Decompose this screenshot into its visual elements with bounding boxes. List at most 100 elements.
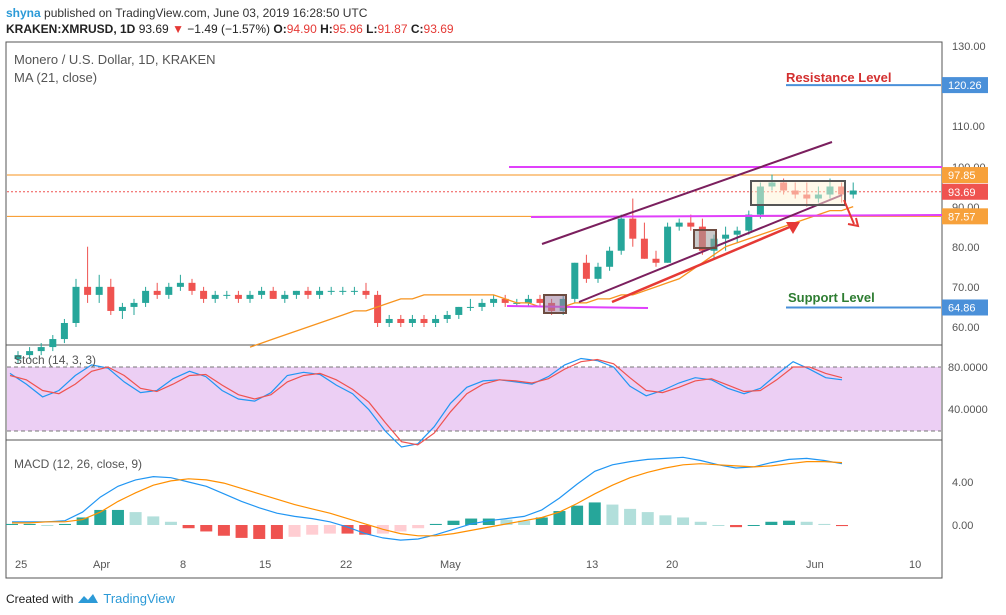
macd-histogram-bar	[129, 512, 142, 525]
candle-body	[374, 294, 382, 323]
x-tick-10: 10	[909, 559, 921, 571]
candle-body	[281, 294, 289, 299]
macd-histogram-bar	[447, 520, 460, 525]
candle-body	[107, 286, 115, 311]
down-arrow-head	[847, 217, 860, 228]
x-tick-13: 13	[586, 559, 598, 571]
tradingview-brand[interactable]: TradingView	[103, 591, 175, 606]
candle-body	[524, 298, 532, 303]
publisher-name[interactable]: shyna	[6, 6, 41, 20]
macd-histogram-bar	[571, 505, 584, 525]
x-tick-22: 22	[340, 559, 352, 571]
stoch-label: Stoch (14, 3, 3)	[14, 353, 96, 367]
candle-body	[478, 302, 486, 307]
candle-body	[153, 290, 161, 295]
y-tick-80: 80.00	[952, 242, 980, 254]
macd-histogram-bar	[394, 525, 407, 532]
macd-histogram-bar	[694, 521, 707, 525]
price-tag	[942, 299, 988, 316]
price-tag	[942, 208, 988, 225]
macd-line	[12, 456, 843, 541]
macd-histogram-bar	[641, 512, 654, 525]
macd-histogram-bar	[659, 515, 672, 525]
chart-canvas[interactable]: Monero / U.S. Dollar, 1D, KRAKEN MA (21,…	[0, 40, 1006, 600]
macd-histogram-bar	[412, 525, 425, 529]
candle-body	[165, 286, 173, 295]
candle-body	[188, 282, 196, 291]
macd-histogram-bar	[624, 508, 637, 525]
candle-body	[385, 318, 393, 323]
y-tick-110: 110.00	[952, 121, 985, 133]
macd-histogram-bar	[712, 525, 725, 526]
macd-histogram-bar	[164, 521, 177, 525]
red-arrow-shaft	[611, 224, 793, 304]
candle-body	[617, 218, 625, 251]
highlight-box-may	[543, 294, 567, 314]
candle-body	[664, 226, 672, 263]
close-label: C:	[410, 22, 424, 36]
macd-histogram-bar	[235, 525, 248, 538]
macd-histogram-bar	[677, 517, 690, 525]
x-tick-may: May	[440, 559, 461, 571]
candle-body	[234, 294, 242, 299]
candle-body	[72, 286, 80, 323]
macd-histogram-bar	[288, 525, 301, 537]
macd-histogram-bar	[818, 523, 831, 525]
macd-histogram-bar	[253, 525, 266, 539]
macd-histogram-bar	[765, 521, 778, 525]
x-tick-8: 8	[180, 559, 186, 571]
candle-body	[455, 306, 463, 315]
high-value: 95.96	[332, 22, 363, 36]
macd-histogram-bar	[535, 517, 548, 525]
macd-histogram-bar	[323, 525, 336, 534]
candle-body	[339, 290, 347, 292]
candle-body	[490, 298, 498, 303]
candle-body	[687, 222, 695, 227]
stoch-band	[7, 367, 941, 431]
candle-body	[582, 262, 590, 279]
macd-histogram-bar	[800, 521, 813, 525]
candle-body	[130, 302, 138, 307]
candle-body	[350, 290, 358, 292]
price-tag-text: 93.69	[948, 187, 976, 199]
candle-body	[327, 290, 335, 292]
candle-body	[733, 230, 741, 235]
candle-body	[652, 258, 660, 263]
candle-body	[420, 318, 428, 323]
price-tag	[942, 77, 988, 94]
macd-tick-4: 4.00	[952, 477, 973, 489]
macd-histogram-bar	[500, 519, 513, 525]
ma-label: MA (21, close)	[14, 70, 97, 85]
price-tag-text: 97.85	[948, 170, 976, 182]
macd-label: MACD (12, 26, close, 9)	[14, 457, 142, 471]
candle-body	[466, 306, 474, 308]
main-title: Monero / U.S. Dollar, 1D, KRAKEN	[14, 52, 216, 67]
stoch-k-line	[9, 357, 843, 448]
open-label: O:	[273, 22, 287, 36]
x-tick-apr: Apr	[93, 559, 110, 571]
macd-histogram-bar	[606, 504, 619, 525]
macd-histogram-bar	[730, 525, 743, 528]
candle-body	[606, 250, 614, 267]
symbol: KRAKEN:XMRUSD, 1D	[6, 22, 136, 36]
x-tick-jun: Jun	[806, 559, 824, 571]
candle-body	[258, 290, 266, 295]
high-label: H:	[320, 22, 333, 36]
candle-body	[95, 286, 103, 295]
price-tag	[942, 183, 988, 200]
candle-body	[14, 355, 22, 360]
support-annotation: Support Level	[788, 290, 875, 305]
consolidation-box	[750, 180, 846, 206]
macd-histogram-bar	[482, 518, 495, 525]
candle-body	[571, 262, 579, 299]
candle-body	[292, 290, 300, 295]
created-with-text: Created with	[6, 591, 74, 606]
y-tick-60: 60.00	[952, 322, 980, 334]
price-tag-text: 87.57	[948, 211, 976, 223]
open-value: 94.90	[286, 22, 317, 36]
price-change: −1.49 (−1.57%)	[187, 22, 271, 36]
candle-body	[37, 347, 45, 352]
publish-info: shyna published on TradingView.com, June…	[6, 6, 367, 20]
close-value: 93.69	[423, 22, 454, 36]
candle-body	[246, 294, 254, 299]
